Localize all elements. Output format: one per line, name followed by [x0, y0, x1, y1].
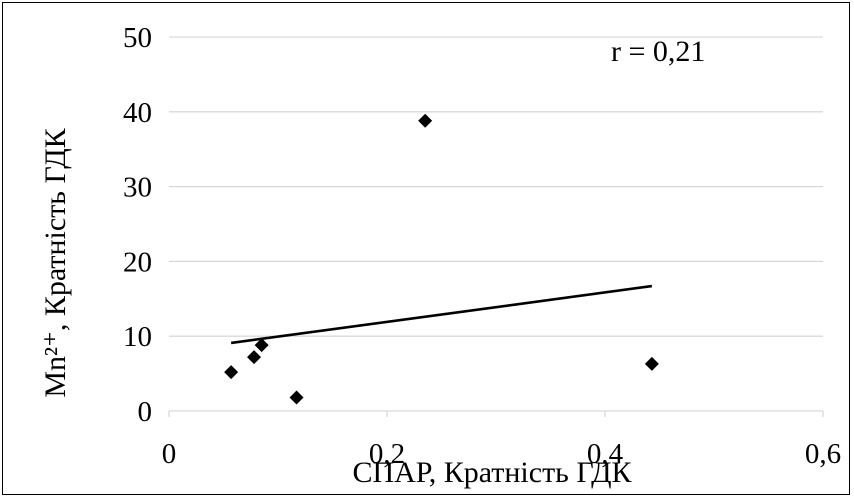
correlation-annotation: r = 0,21	[611, 35, 705, 68]
data-point-5	[644, 356, 659, 371]
y-tick-label-3: 30	[123, 172, 152, 204]
y-tick-labels: 0 10 20 30 40 50	[123, 22, 152, 428]
gridlines	[169, 36, 823, 337]
y-tick-label-4: 40	[123, 97, 152, 129]
y-tick-label-2: 20	[123, 246, 152, 278]
trendline-group	[230, 284, 653, 345]
y-axis-title: Mn²⁺, Кратність ГДК	[39, 127, 72, 397]
axis-lines	[168, 410, 824, 417]
y-tick-label-1: 10	[123, 321, 152, 353]
data-point-2	[254, 338, 269, 353]
data-point-0	[224, 365, 239, 380]
data-points	[224, 113, 659, 405]
y-tick-label-0: 0	[138, 396, 153, 428]
data-point-4	[418, 113, 433, 128]
x-tick-label-1: 0,2	[369, 438, 405, 470]
data-point-1	[247, 350, 262, 365]
x-tick-label-2: 0,4	[587, 438, 624, 470]
x-tick-labels: 0 0,2 0,4 0,6	[162, 438, 841, 470]
y-tick-label-5: 50	[123, 22, 152, 54]
x-tick-label-3: 0,6	[805, 438, 841, 470]
data-point-3	[289, 390, 304, 405]
trendline	[230, 284, 653, 345]
x-axis-title: СПАР, Кратність ГДК	[352, 456, 632, 489]
x-tick-label-0: 0	[162, 438, 177, 470]
